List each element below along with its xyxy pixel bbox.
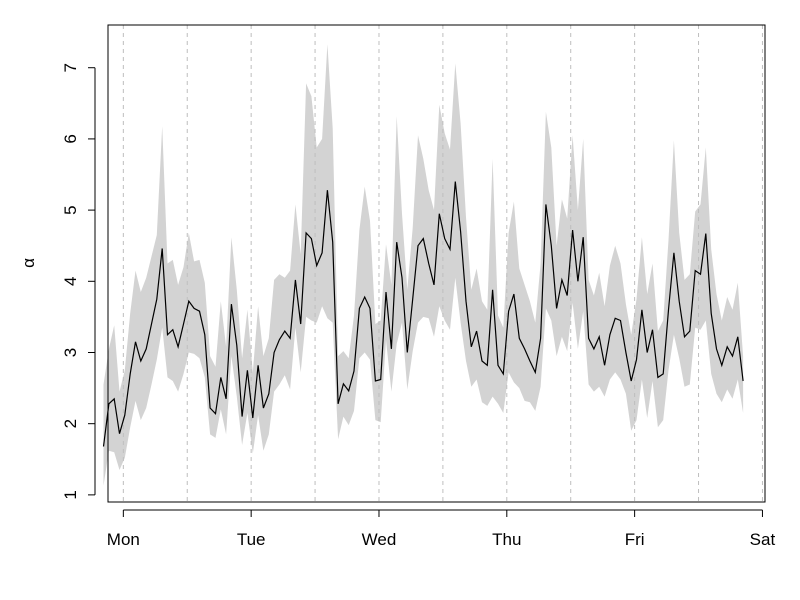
y-tick-label: 2 xyxy=(61,419,80,428)
x-tick-label: Tue xyxy=(237,530,266,549)
y-tick-label: 4 xyxy=(61,277,80,286)
x-tick-label: Sat xyxy=(750,530,776,549)
x-tick-label: Fri xyxy=(625,530,645,549)
x-tick-label: Thu xyxy=(492,530,521,549)
series-line xyxy=(102,181,744,447)
y-axis: 1 2 3 4 5 6 7 xyxy=(61,63,96,500)
confidence-band xyxy=(103,44,744,486)
x-tick-label: Wed xyxy=(362,530,397,549)
y-axis-label: α xyxy=(19,258,38,268)
plot-frame xyxy=(107,24,766,503)
y-tick-label: 5 xyxy=(61,205,80,214)
x-axis: Mon Tue Wed Thu Fri Sat xyxy=(107,509,776,549)
y-tick-label: 6 xyxy=(61,134,80,143)
y-tick-label: 7 xyxy=(61,63,80,72)
y-tick-label: 3 xyxy=(61,348,80,357)
x-tick-label: Mon xyxy=(107,530,140,549)
confidence-band-layer xyxy=(103,44,744,486)
series-line-layer xyxy=(102,181,744,447)
y-tick-label: 1 xyxy=(61,490,80,499)
